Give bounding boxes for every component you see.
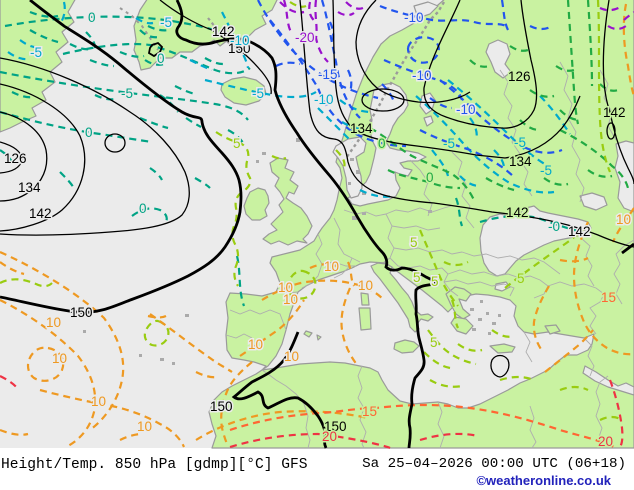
svg-text:0: 0 (88, 10, 96, 25)
svg-text:-10: -10 (412, 68, 432, 83)
svg-text:-20: -20 (295, 30, 315, 45)
svg-text:0: 0 (139, 201, 147, 216)
svg-text:-5: -5 (443, 136, 455, 151)
svg-text:-5: -5 (30, 45, 42, 60)
svg-text:10: 10 (284, 349, 299, 364)
svg-text:142: 142 (603, 105, 626, 120)
svg-text:-10: -10 (314, 92, 334, 107)
svg-text:150: 150 (324, 419, 347, 434)
svg-text:126: 126 (4, 151, 27, 166)
svg-text:150: 150 (70, 305, 93, 320)
svg-text:134: 134 (18, 180, 41, 195)
svg-text:-15: -15 (318, 67, 338, 82)
svg-text:-5: -5 (160, 15, 172, 30)
svg-text:-5: -5 (540, 163, 552, 178)
svg-text:10: 10 (616, 212, 631, 227)
svg-text:5: 5 (413, 270, 421, 285)
svg-text:142: 142 (212, 24, 235, 39)
svg-text:150: 150 (210, 399, 233, 414)
svg-text:5: 5 (430, 335, 438, 350)
svg-text:10: 10 (324, 259, 339, 274)
svg-text:150: 150 (228, 41, 251, 56)
svg-text:142: 142 (506, 205, 529, 220)
svg-text:-5: -5 (121, 86, 133, 101)
svg-text:Sa 25–04–2026 00:00 UTC (06+18: Sa 25–04–2026 00:00 UTC (06+18) (362, 456, 626, 472)
svg-text:5: 5 (431, 274, 439, 289)
svg-text:5: 5 (233, 136, 241, 151)
svg-text:-5: -5 (252, 86, 264, 101)
svg-text:-10: -10 (456, 102, 476, 117)
svg-text:0: 0 (85, 125, 93, 140)
svg-text:134: 134 (350, 121, 373, 136)
svg-text:20: 20 (598, 434, 613, 449)
svg-text:10: 10 (137, 419, 152, 434)
svg-text:-10: -10 (404, 10, 424, 25)
svg-text:©weatheronline.co.uk: ©weatheronline.co.uk (476, 473, 611, 488)
svg-text:10: 10 (278, 280, 293, 295)
svg-text:126: 126 (508, 69, 531, 84)
svg-text:134: 134 (509, 154, 532, 169)
svg-text:5: 5 (517, 271, 525, 286)
svg-text:10: 10 (248, 337, 263, 352)
svg-text:142: 142 (568, 224, 591, 239)
svg-text:20: 20 (322, 429, 337, 444)
svg-text:10: 10 (46, 315, 61, 330)
svg-text:10: 10 (52, 351, 67, 366)
svg-text:0: 0 (426, 170, 434, 185)
svg-text:0: 0 (378, 136, 386, 151)
svg-text:5: 5 (410, 235, 418, 250)
svg-text:142: 142 (29, 206, 52, 221)
svg-text:0: 0 (157, 51, 165, 66)
svg-text:-5: -5 (514, 135, 526, 150)
svg-text:10: 10 (91, 394, 106, 409)
svg-text:10: 10 (283, 292, 298, 307)
svg-text:-0: -0 (548, 219, 560, 234)
svg-text:-10: -10 (230, 33, 250, 48)
svg-text:15: 15 (362, 404, 377, 419)
svg-text:Height/Temp. 850 hPa [gdmp][°C: Height/Temp. 850 hPa [gdmp][°C] GFS (1, 457, 308, 473)
svg-text:15: 15 (601, 290, 616, 305)
svg-text:10: 10 (358, 278, 373, 293)
